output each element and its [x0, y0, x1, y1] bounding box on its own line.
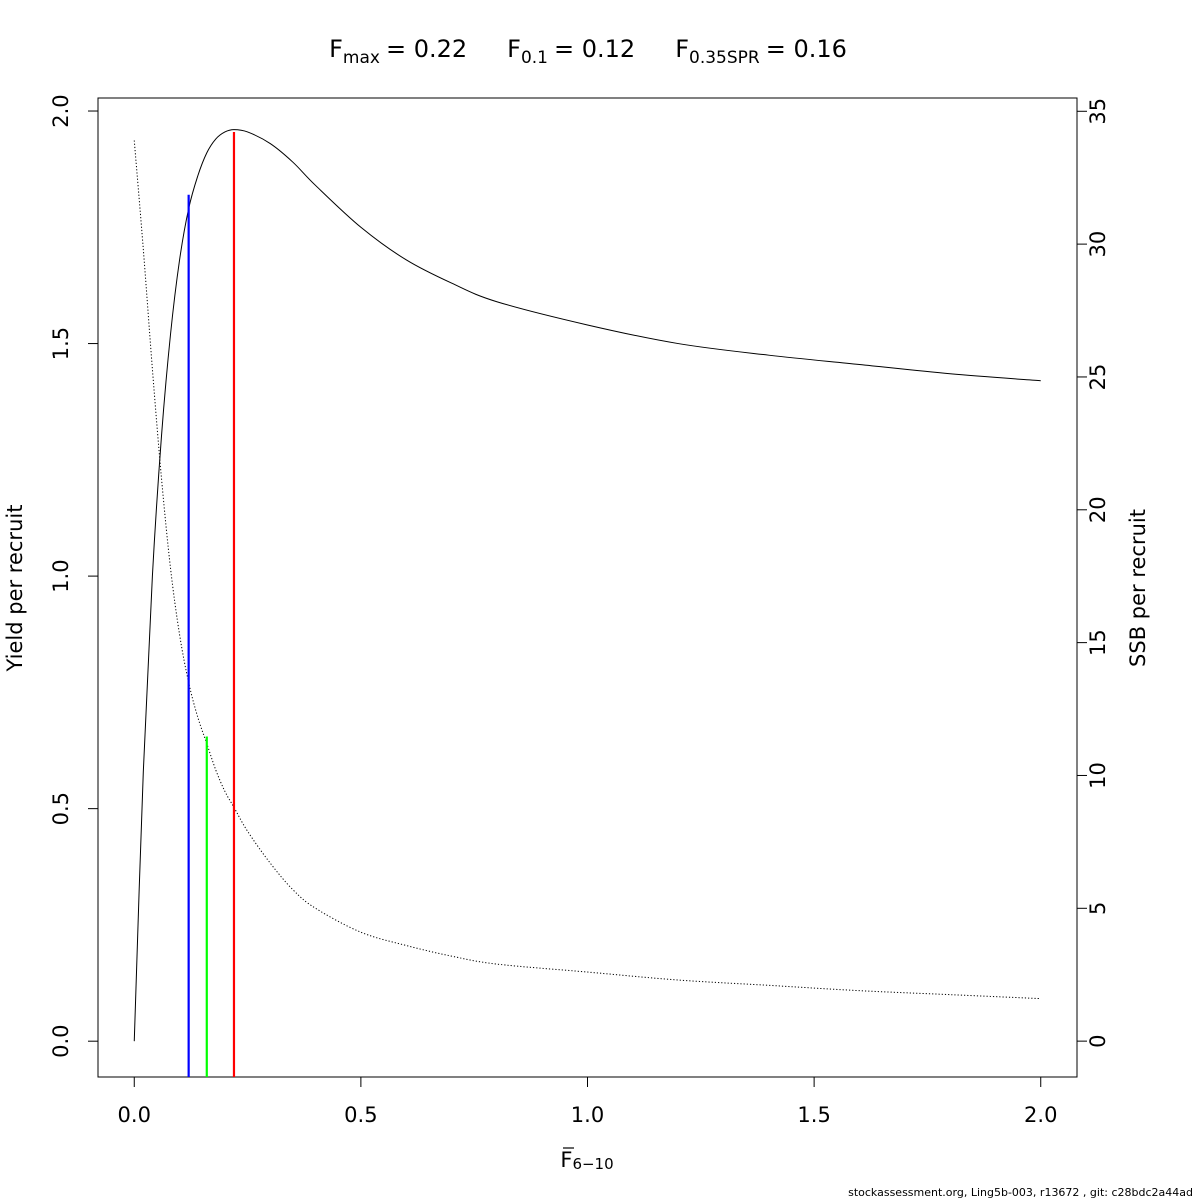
y-tick-label: 0.5: [49, 792, 73, 825]
y-tick-label: 2.0: [49, 94, 73, 127]
title-f01-symbol: F: [507, 35, 521, 63]
svg-text:F6−10: F6−10: [560, 1148, 613, 1173]
y2-tick-label: 25: [1086, 364, 1110, 391]
title-fspr-value: = 0.16: [766, 35, 847, 63]
y2-tick-label: 5: [1086, 902, 1110, 915]
x-tick-label: 2.0: [1024, 1103, 1057, 1127]
yield-per-recruit-curve: [133, 129, 1041, 1042]
reference-lines: [187, 131, 236, 1077]
x-tick-label: 1.5: [797, 1103, 830, 1127]
title-fmax-value: = 0.22: [386, 35, 467, 63]
y-axis-right: 0 5 10 15 20 25 30 35: [1076, 98, 1110, 1048]
y-tick-label: 1.0: [49, 559, 73, 592]
x-tick-label: 0.0: [118, 1103, 151, 1127]
y2-tick-label: 10: [1086, 762, 1110, 789]
y2-tick-label: 35: [1086, 98, 1110, 125]
title-f01-sub: 0.1: [521, 48, 548, 68]
x-axis: 0.0 0.5 1.0 1.5 2.0: [118, 1076, 1057, 1127]
title-fspr-symbol: F: [675, 35, 689, 63]
chart-title: Fmax = 0.22 F0.1 = 0.12 F0.35SPR = 0.16: [329, 35, 847, 68]
ssb-per-recruit-curve: [133, 140, 1041, 1000]
y-axis-label: Yield per recruit: [3, 505, 27, 673]
y2-tick-label: 20: [1086, 496, 1110, 523]
y-axis-left: 0.0 0.5 1.0 1.5 2.0: [49, 94, 99, 1058]
y-tick-label: 0.0: [49, 1024, 73, 1057]
title-fspr-sub: 0.35SPR: [689, 48, 760, 68]
series-group: [133, 129, 1041, 1042]
x-axis-label: F6−10: [560, 1147, 614, 1173]
footer-credit: stockassessment.org, Ling5b-003, r13672 …: [848, 1186, 1193, 1199]
x-tick-label: 0.5: [344, 1103, 377, 1127]
title-fmax-symbol: F: [329, 35, 343, 63]
y2-tick-label: 0: [1086, 1034, 1110, 1047]
x-label-symbol: F: [560, 1148, 572, 1172]
plot-frame: [97, 97, 1078, 1078]
title-f01-value: = 0.12: [554, 35, 635, 63]
y2-tick-label: 15: [1086, 629, 1110, 656]
x-tick-label: 1.0: [571, 1103, 604, 1127]
y-tick-label: 1.5: [49, 327, 73, 360]
x-label-sub: 6−10: [572, 1155, 613, 1173]
title-fmax-sub: max: [343, 48, 380, 68]
y2-tick-label: 30: [1086, 231, 1110, 258]
y2-axis-label: SSB per recruit: [1126, 509, 1150, 667]
